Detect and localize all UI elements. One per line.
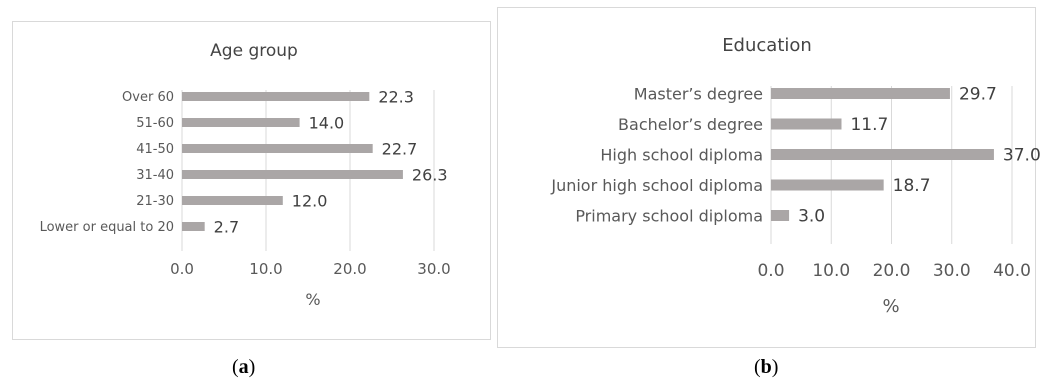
- caption-a-letter: a: [238, 356, 249, 378]
- category-label: High school diploma: [600, 145, 763, 164]
- data-label: 26.3: [412, 165, 448, 184]
- x-tick-label: 10.0: [249, 260, 282, 278]
- bar: [182, 222, 205, 231]
- category-label: Lower or equal to 20: [40, 220, 174, 235]
- category-label: Bachelor’s degree: [618, 115, 763, 134]
- chart-panel-age-group: Age group 0.0 10.0 20.0 30.0 Over 60 22.3 51-60…: [12, 21, 491, 340]
- chart-title: Age group: [210, 41, 298, 61]
- x-tick-label: 0.0: [170, 260, 194, 278]
- data-label: 11.7: [850, 115, 888, 135]
- category-label: Master’s degree: [634, 84, 763, 103]
- caption-a: (a): [232, 356, 256, 378]
- age-group-chart: Age group 0.0 10.0 20.0 30.0 Over 60 22.3 51-60…: [40, 41, 451, 309]
- bar: [771, 179, 884, 191]
- category-label: 51-60: [136, 116, 174, 131]
- category-label: 31-40: [136, 168, 174, 183]
- bar: [771, 88, 950, 99]
- x-tick-label: 0.0: [757, 261, 784, 281]
- data-label: 22.3: [378, 87, 414, 106]
- category-label: Junior high school diploma: [550, 176, 763, 195]
- category-label: 41-50: [136, 142, 174, 157]
- caption-b: (b): [754, 356, 779, 378]
- chart-panel-education: Education 0.0 10.0 20.0 30.0 40.0 Master’s deg…: [497, 7, 1041, 348]
- x-axis-label: %: [305, 290, 320, 309]
- caption-b-letter: b: [760, 356, 772, 378]
- bar: [771, 210, 790, 221]
- bar: [182, 118, 300, 127]
- category-label: Over 60: [122, 90, 174, 105]
- bar: [182, 170, 403, 179]
- data-label: 2.7: [214, 217, 239, 236]
- x-tick-label: 20.0: [333, 260, 366, 278]
- bar: [771, 149, 994, 160]
- x-tick-label: 20.0: [873, 261, 911, 281]
- x-tick-label: 10.0: [812, 261, 850, 281]
- data-label: 37.0: [1003, 146, 1041, 166]
- bar: [182, 144, 373, 153]
- bar: [182, 92, 370, 101]
- x-tick-label: 30.0: [417, 260, 450, 278]
- x-tick-label: 30.0: [933, 261, 971, 281]
- data-label: 22.7: [382, 139, 418, 158]
- bar: [771, 118, 842, 130]
- category-label: 21-30: [136, 194, 174, 209]
- x-axis-label: %: [882, 296, 899, 317]
- x-tick-label: 40.0: [993, 261, 1031, 281]
- data-label: 18.7: [893, 176, 931, 196]
- chart-title: Education: [722, 35, 812, 56]
- data-label: 29.7: [959, 85, 997, 105]
- category-label: Primary school diploma: [575, 206, 763, 225]
- education-chart: Education 0.0 10.0 20.0 30.0 40.0 Master’s deg…: [550, 35, 1040, 317]
- bar: [182, 196, 283, 205]
- data-label: 14.0: [309, 113, 345, 132]
- data-label: 3.0: [798, 207, 825, 227]
- data-label: 12.0: [292, 191, 328, 210]
